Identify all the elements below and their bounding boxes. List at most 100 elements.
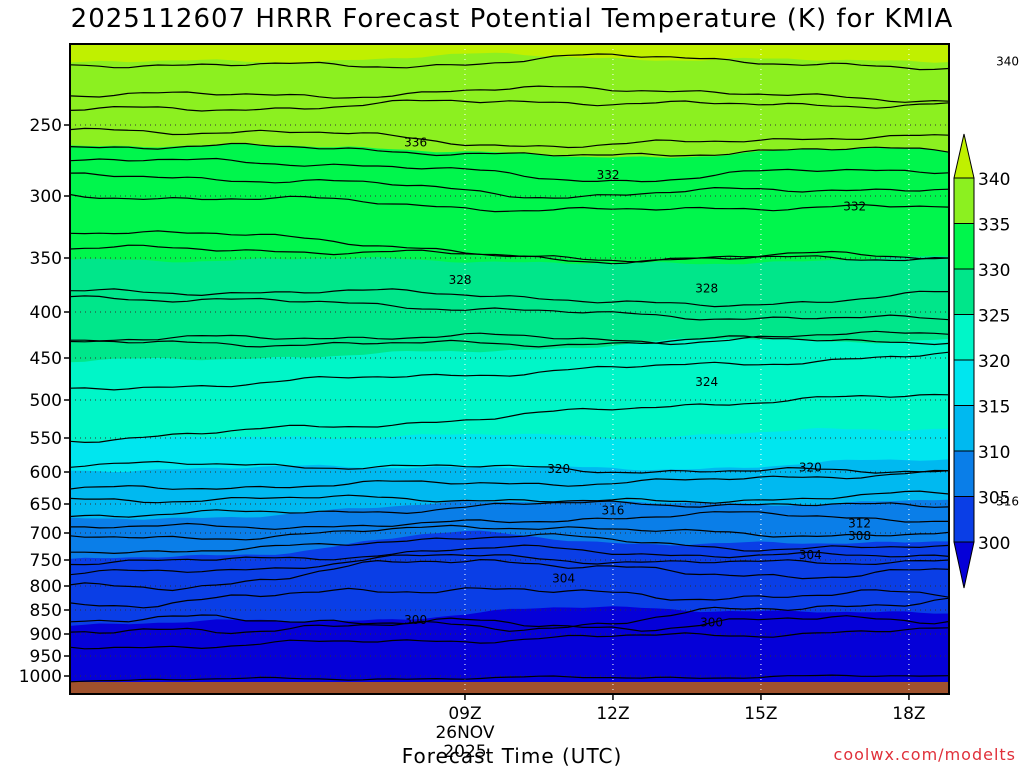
contour-line <box>70 330 949 346</box>
contour-label: 320 <box>799 461 822 475</box>
contour-label: 300 <box>404 613 427 627</box>
colorbar: 340 335 330 325 320 315 310 305 300 <box>953 133 1010 589</box>
contour-line <box>70 142 949 157</box>
y-axis-ticks: 250 300 350 400 450 500 550 600 650 700 750 800 850 9… <box>19 116 70 687</box>
colorbar-swatch <box>953 223 975 270</box>
contour-label: 336 <box>404 136 427 150</box>
contour-line <box>70 544 949 566</box>
contour-line <box>70 674 949 683</box>
colorbar-swatch <box>953 359 975 406</box>
contour-line <box>70 500 949 518</box>
colorbar-label: 320 <box>978 352 1010 372</box>
y-tick-label: 800 <box>30 577 62 597</box>
contour-line <box>70 127 949 149</box>
contour-line <box>70 587 949 609</box>
colorbar-swatch <box>953 405 975 452</box>
colorbar-swatch <box>953 450 975 497</box>
chart-title: 2025112607 HRRR Forecast Potential Tempe… <box>70 4 954 34</box>
contour-line <box>70 99 949 112</box>
contour-line <box>70 553 949 576</box>
contour-label: 328 <box>449 273 472 287</box>
colorbar-label: 340 <box>978 170 1010 190</box>
contour-line <box>70 53 949 71</box>
x-tick-label: 2025 <box>443 742 486 762</box>
colorbar-swatch <box>953 314 975 361</box>
contour-line <box>70 511 949 530</box>
contour-label: 308 <box>848 529 871 543</box>
colorbar-swatch <box>953 177 975 224</box>
contour-lines <box>70 53 949 683</box>
y-tick-label: 300 <box>30 187 62 207</box>
y-tick-label: 250 <box>30 116 62 136</box>
contour-label: 316 <box>996 494 1019 508</box>
x-tick-label: 12Z <box>596 704 629 724</box>
y-tick-label: 600 <box>30 463 62 483</box>
contour-label: 300 <box>700 616 723 630</box>
contour-line <box>70 85 949 103</box>
colorbar-max-arrow <box>953 133 975 179</box>
credit-link[interactable]: coolwx.com/modelts <box>833 745 1016 764</box>
plot-frame <box>69 43 950 695</box>
colorbar-label: 310 <box>978 443 1010 463</box>
y-tick-label: 350 <box>30 249 62 269</box>
contour-label: 332 <box>597 168 620 182</box>
colorbar-label: 330 <box>978 261 1010 281</box>
contour-line <box>70 288 949 308</box>
filled-contour-bands <box>70 44 949 694</box>
y-tick-label: 900 <box>30 625 62 645</box>
y-tick-label: 700 <box>30 524 62 544</box>
contour-line <box>70 614 949 632</box>
contour-line <box>70 533 949 555</box>
x-tick-label: 15Z <box>744 704 777 724</box>
contour-line <box>70 469 949 490</box>
contour-label: 304 <box>799 548 822 562</box>
colorbar-min-arrow <box>953 541 975 589</box>
colorbar-swatch <box>953 268 975 315</box>
contour-line <box>70 351 949 391</box>
contour-line <box>70 295 949 321</box>
y-tick-label: 400 <box>30 303 62 323</box>
contour-label: 328 <box>695 282 718 296</box>
x-tick-label: 26NOV <box>435 723 494 743</box>
contour-line <box>70 230 949 263</box>
contour-line <box>70 597 949 635</box>
contour-line <box>70 490 949 504</box>
contour-label: 340 <box>996 55 1019 69</box>
y-tick-label: 850 <box>30 601 62 621</box>
y-tick-label: 500 <box>30 391 62 411</box>
x-axis-label: Forecast Time (UTC) <box>401 744 623 768</box>
contour-label: 320 <box>547 462 570 476</box>
y-tick-label: 950 <box>30 647 62 667</box>
x-tick-label: 09Z <box>448 704 481 724</box>
contour-line <box>70 524 949 541</box>
y-tick-label: 1000 <box>19 667 62 687</box>
colorbar-label: 325 <box>978 307 1010 327</box>
grid-lines <box>70 44 949 694</box>
contour-line <box>70 172 949 199</box>
y-tick-label: 450 <box>30 349 62 369</box>
ground-fill <box>70 682 949 694</box>
x-tick-label: 18Z <box>892 704 925 724</box>
y-tick-label: 550 <box>30 429 62 449</box>
ground-surface <box>70 682 949 694</box>
contour-label: 304 <box>552 572 575 586</box>
y-tick-label: 750 <box>30 551 62 571</box>
contour-line <box>70 193 949 213</box>
colorbar-label: 315 <box>978 398 1010 418</box>
contour-line <box>70 558 949 592</box>
contour-line <box>70 335 949 348</box>
contour-label: 324 <box>695 375 718 389</box>
contour-line <box>70 157 949 183</box>
contour-band <box>70 44 949 63</box>
contour-label: 312 <box>848 517 871 531</box>
y-tick-label: 650 <box>30 495 62 515</box>
x-axis-ticks: 09Z26NOV202512Z15Z18Z21Z00Z27NOV <box>435 694 926 762</box>
contour-label: 316 <box>602 503 625 517</box>
contour-line <box>70 627 949 650</box>
contour-label: 332 <box>843 199 866 213</box>
colorbar-label: 300 <box>978 534 1010 554</box>
contour-line <box>70 460 949 474</box>
colorbar-swatch <box>953 496 975 543</box>
